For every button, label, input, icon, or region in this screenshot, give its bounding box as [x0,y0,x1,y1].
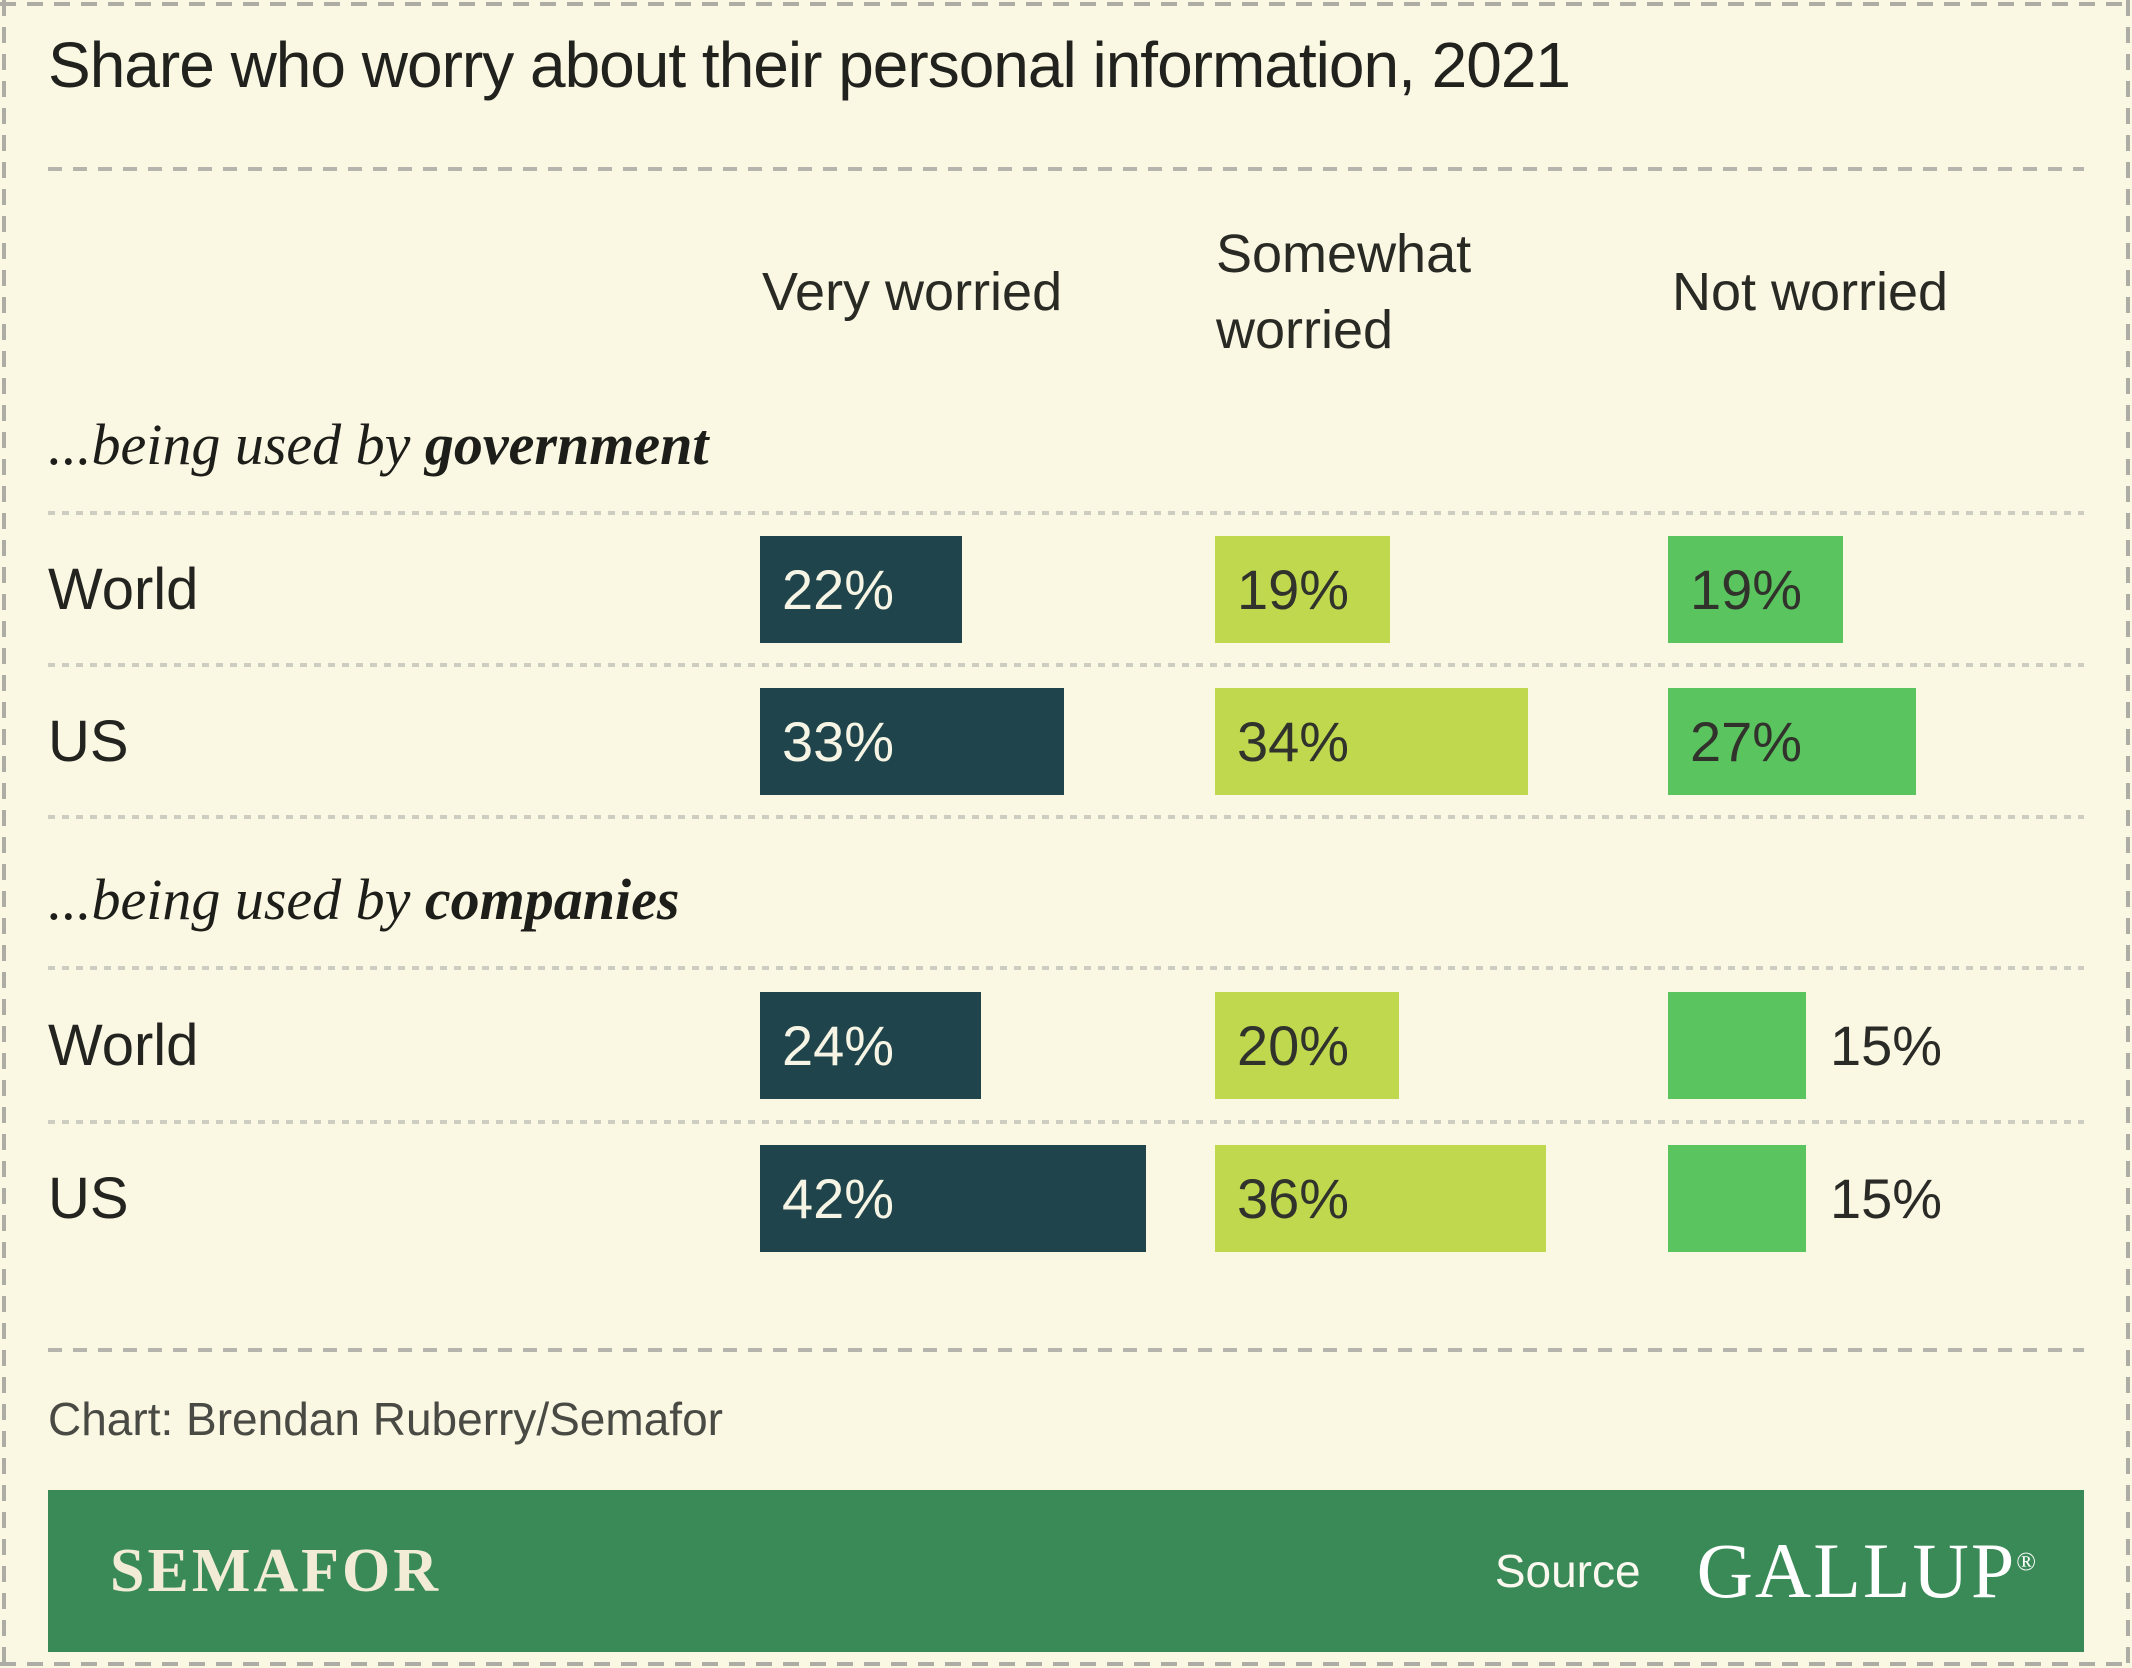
frame-border-top [0,2,2132,6]
bar-gov-us-very-worried: 33% [760,688,1064,795]
group-heading-government: ...being used by government [48,410,708,480]
bar-gov-world-somewhat-worried: 19% [1215,536,1390,643]
source-attribution: Source GALLUP® [1495,1526,2036,1616]
row-label-comp-us: US [48,1166,129,1231]
separator-dotted-comp-top [48,966,2084,970]
bar-gov-us-not-worried: 27% [1668,688,1916,795]
registered-trademark-icon: ® [2016,1547,2036,1576]
bar-value-label: 33% [782,710,895,773]
bar-value-label: 19% [1237,558,1350,621]
separator-dotted-gov-bottom [48,815,2084,819]
bar-value-label: 19% [1690,558,1803,621]
bar-value-label: 20% [1237,1014,1350,1077]
bar-gov-world-very-worried: 22% [760,536,962,643]
bar-comp-us-very-worried: 42% [760,1145,1146,1252]
group-heading-prefix: ...being used by [48,412,425,477]
bar-comp-world-not-worried: 15% [1668,992,1942,1099]
bar-value-label: 24% [782,1014,895,1077]
column-header-somewhat-worried: Somewhat worried [1216,224,1472,360]
column-header-very-worried: Very worried [762,262,1063,322]
separator-dashed-under-title [48,167,2084,171]
frame-border-left [2,0,6,1668]
group-heading-emphasis: companies [424,867,680,932]
bar-gov-us-somewhat-worried: 34% [1215,688,1528,795]
gallup-logo-text: GALLUP [1696,1527,2017,1614]
separator-dotted-gov-top [48,511,2084,515]
bar-comp-us-somewhat-worried: 36% [1215,1145,1546,1252]
frame-border-right [2126,0,2130,1668]
separator-dotted-gov-mid [48,663,2084,667]
bar-comp-us-not-worried: 15% [1668,1145,1942,1252]
separator-dotted-comp-mid [48,1120,2084,1124]
row-label-comp-world: World [48,1013,199,1078]
group-heading-emphasis: government [424,412,709,477]
separator-dashed-above-credit [48,1348,2084,1352]
chart-credit: Chart: Brendan Ruberry/Semafor [48,1393,723,1445]
bar-comp-world-somewhat-worried: 20% [1215,992,1399,1099]
row-label-gov-world: World [48,557,199,622]
bar-value-label: 15% [1830,1167,1943,1230]
bar-gov-world-not-worried: 19% [1668,536,1843,643]
source-label: Source [1494,1545,1641,1597]
bar-value-label: 27% [1690,710,1803,773]
bar-comp-world-very-worried: 24% [760,992,981,1099]
chart-title: Share who worry about their personal inf… [48,29,1571,101]
bar-value-label: 42% [782,1167,895,1230]
gallup-logo: GALLUP® [1697,1526,2036,1616]
bar-value-label: 34% [1237,710,1350,773]
column-header-not-worried: Not worried [1672,262,1949,322]
bar-value-label: 22% [782,558,895,621]
bar-value-label: 36% [1237,1167,1350,1230]
group-heading-prefix: ...being used by [48,867,425,932]
semafor-logo: SEMAFOR [110,1536,441,1605]
group-heading-companies: ...being used by companies [48,865,679,935]
row-label-gov-us: US [48,709,129,774]
frame-border-bottom [0,1662,2132,1666]
footer-bar: SEMAFOR Source GALLUP® [48,1490,2084,1652]
bar-value-label: 15% [1830,1014,1943,1077]
